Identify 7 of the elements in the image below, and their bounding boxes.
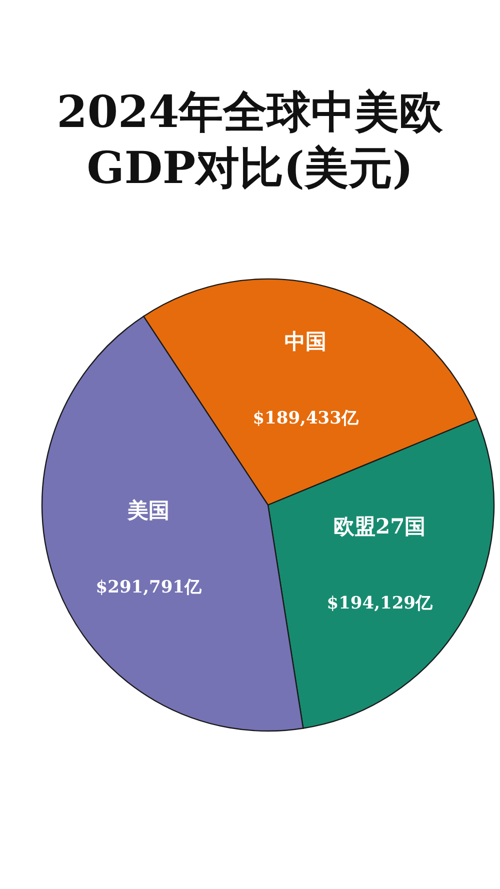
slice-label: 欧盟27国 bbox=[334, 514, 426, 539]
slice-label: 美国 bbox=[126, 497, 170, 522]
slice-label: 中国 bbox=[284, 328, 327, 354]
chart-title: 2024年全球中美欧 GDP对比(美元) bbox=[56, 87, 444, 194]
data-label: $291,791亿 bbox=[96, 577, 203, 598]
data-label: $194,129亿 bbox=[326, 594, 434, 614]
data-label: $189,433亿 bbox=[252, 408, 360, 429]
